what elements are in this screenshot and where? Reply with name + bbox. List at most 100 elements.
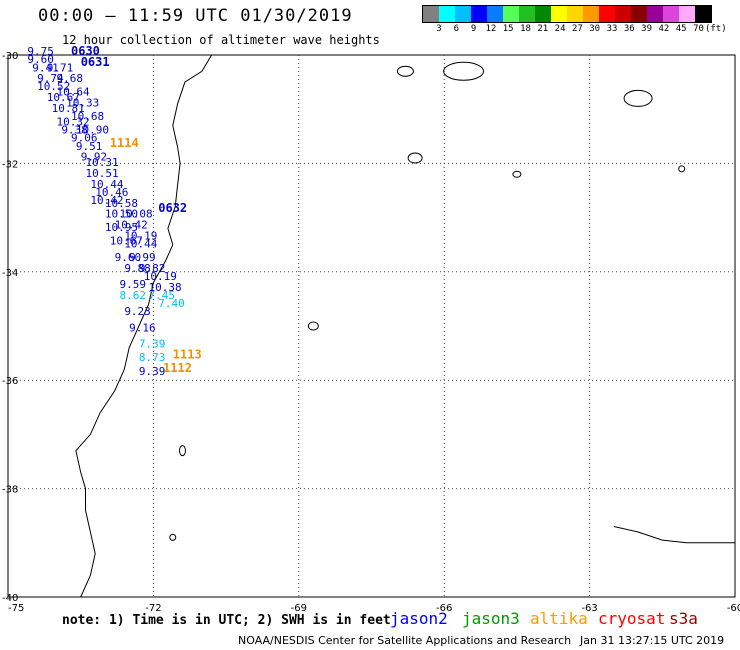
wave-height-label: 9.38 <box>61 124 88 137</box>
inland-lake-outline <box>623 89 653 107</box>
scale-swatch <box>631 6 647 22</box>
wave-height-label: 9.60 <box>115 251 142 264</box>
wave-height-label: 10.19 <box>144 270 177 283</box>
scale-label: 12 <box>485 24 497 34</box>
wave-height-label: 9.75 <box>27 45 53 58</box>
wave-height-label: 10.58 <box>105 197 138 210</box>
scale-label: 42 <box>658 24 670 34</box>
wave-height-label: 9.23 <box>124 305 151 318</box>
wave-height-label: 8.62 <box>119 289 145 302</box>
wave-height-label: 10.68 <box>71 110 104 123</box>
wave-height-label: 10.33 <box>66 96 99 109</box>
units-note: note: 1) Time is in UTC; 2) SWH is in fe… <box>62 613 391 628</box>
scale-label: 6 <box>453 24 460 34</box>
wave-height-label: 9.51 <box>76 140 103 153</box>
y-tick-label: -40 <box>2 593 18 604</box>
wave-height-label: 7.40 <box>158 297 185 310</box>
scale-swatch <box>679 6 695 22</box>
scale-swatch <box>519 6 535 22</box>
pass-time-label: 1114 <box>110 136 139 150</box>
scale-swatch <box>567 6 583 22</box>
wave-height-label: 9.60 <box>27 53 53 66</box>
inland-lake-outline <box>396 65 414 77</box>
scale-swatch <box>695 6 711 22</box>
wave-height-label: 10.44 <box>124 237 157 250</box>
scale-label: 24 <box>554 24 566 34</box>
wave-height-label: 9.82 <box>139 262 166 275</box>
scale-swatch <box>471 6 487 22</box>
x-tick-label: -69 <box>291 603 307 614</box>
scale-label: 18 <box>520 24 531 34</box>
wave-height-label: 9.59 <box>119 278 145 291</box>
wave-height-label: 9.06 <box>71 132 98 145</box>
wave-height-label: 9.99 <box>129 251 156 264</box>
scale-swatch <box>503 6 519 22</box>
scale-swatch <box>615 6 631 22</box>
inland-lake-outline <box>169 533 177 541</box>
color-scale-bar <box>422 5 712 23</box>
wave-height-label: 8.73 <box>139 351 166 364</box>
color-scale-labels: 3 6 9 12 15 18 21 24 27 30 33 36 39 42 45 70 (ft) <box>422 24 740 38</box>
wave-height-label: 7.39 <box>139 338 166 351</box>
inland-lake-outline <box>678 165 686 173</box>
y-tick-label: -30 <box>2 51 18 62</box>
wave-height-label: 10.64 <box>56 86 89 99</box>
pass-time-label: 0631 <box>81 55 110 69</box>
wave-height-label: 9.92 <box>81 151 108 164</box>
scale-swatch <box>455 6 471 22</box>
pass-time-label: 0632 <box>158 201 187 215</box>
scale-label: (ft) <box>704 24 727 34</box>
wave-height-label: 10.95 <box>105 221 138 234</box>
scale-label: 27 <box>571 24 583 34</box>
pass-time-label: 1112 <box>163 361 192 375</box>
scale-swatch <box>599 6 615 22</box>
wave-height-label: 9.41 <box>32 61 59 74</box>
map-frame <box>7 54 736 598</box>
scale-label: 70 <box>693 24 704 34</box>
x-tick-label: -63 <box>581 603 597 614</box>
y-tick-label: -34 <box>2 268 18 279</box>
scale-swatch <box>487 6 503 22</box>
pass-time-label: 1113 <box>173 348 202 362</box>
wave-height-label: 10.81 <box>52 102 85 115</box>
scale-label: 39 <box>641 24 653 34</box>
scale-label: 36 <box>623 24 635 34</box>
wave-height-label: 9.16 <box>129 321 156 334</box>
legend-item-jason2: jason2 <box>390 609 448 628</box>
wave-height-label: 10.38 <box>149 281 182 294</box>
x-tick-label: -60 <box>727 603 740 614</box>
x-tick-label: -72 <box>145 603 161 614</box>
wave-height-label: 9.39 <box>139 365 166 378</box>
wave-height-label: 7.45 <box>149 289 176 302</box>
scale-swatch <box>663 6 679 22</box>
scale-swatch <box>439 6 455 22</box>
wave-height-label: 10.42 <box>90 194 123 207</box>
wave-height-label: 10.90 <box>76 124 109 137</box>
wave-height-label: 10.50 <box>105 208 138 221</box>
wave-height-color-scale: 3 6 9 12 15 18 21 24 27 30 33 36 39 42 45 70 (ft) <box>422 5 727 39</box>
legend-item-s3a: s3a <box>669 609 698 628</box>
wave-height-label: 10.31 <box>86 156 119 169</box>
legend-item-altika: altika <box>530 609 588 628</box>
wave-height-label: 9.88 <box>124 262 151 275</box>
footer-credit: NOAA/NESDIS Center for Satellite Applica… <box>238 634 572 647</box>
inland-lake-outline <box>307 321 319 331</box>
scale-label: 21 <box>537 24 549 34</box>
scale-swatch <box>535 6 551 22</box>
wave-height-label: 10.67 <box>47 91 80 104</box>
wave-height-label: 10.42 <box>115 218 148 231</box>
wave-height-label: 9.71 <box>47 61 73 74</box>
scale-label: 33 <box>606 24 618 34</box>
page-subtitle: 12 hour collection of altimeter wave hei… <box>62 33 380 47</box>
y-tick-label: -32 <box>2 159 18 170</box>
inland-lake-outline <box>178 445 186 457</box>
inland-lake-outline <box>443 61 485 81</box>
wave-height-label: 10.46 <box>95 186 128 199</box>
scale-label: 9 <box>470 24 477 34</box>
argentina-coastline <box>613 526 735 544</box>
wave-height-label: 10.32 <box>56 115 89 128</box>
scale-label: 3 <box>436 24 442 34</box>
x-tick-label: -75 <box>8 603 24 614</box>
wave-height-label: 10.44 <box>90 178 123 191</box>
